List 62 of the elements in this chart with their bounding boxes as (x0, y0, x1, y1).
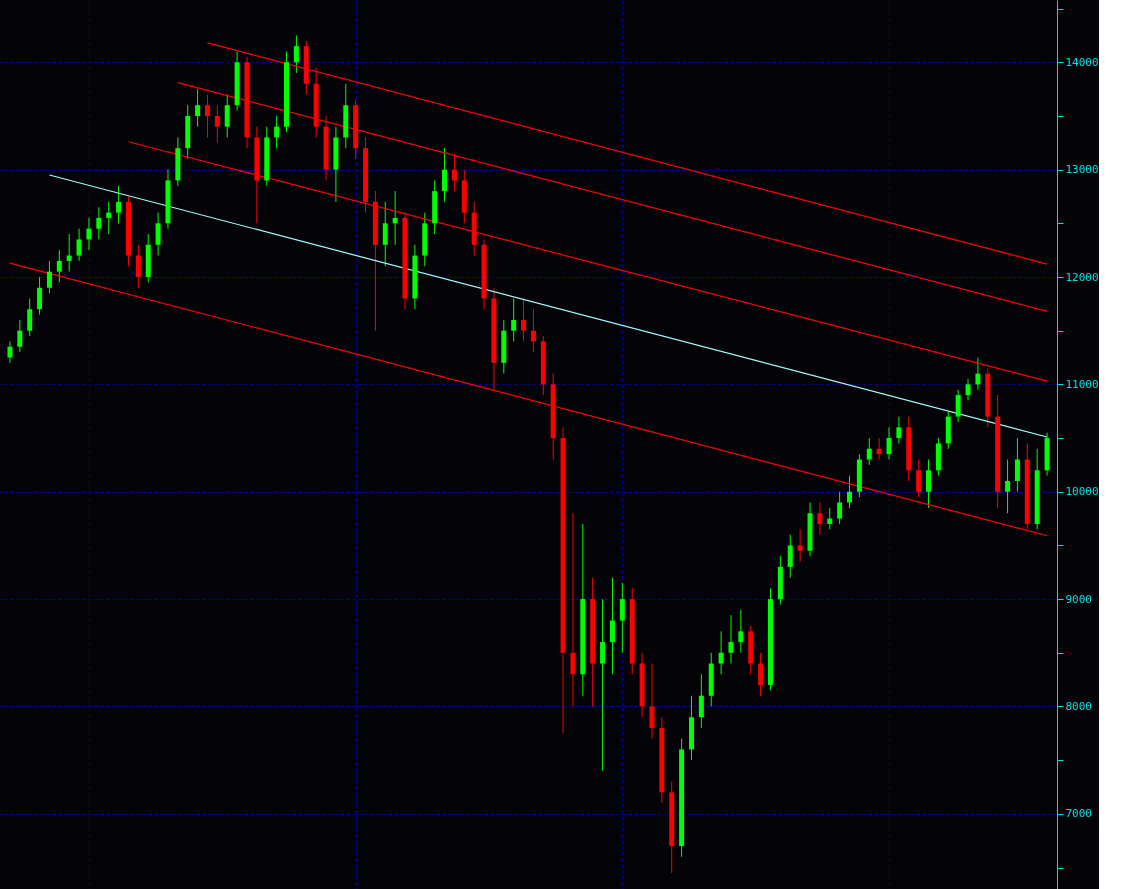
candlestick (37, 276, 43, 316)
candlestick (876, 437, 882, 461)
candlestick (965, 378, 971, 401)
candlestick (155, 212, 161, 257)
candlestick (135, 244, 141, 289)
candlestick (718, 630, 724, 675)
candlestick (728, 614, 734, 665)
candlestick (600, 598, 606, 772)
candlestick (66, 233, 72, 273)
candlestick (758, 652, 764, 697)
candlestick (817, 501, 823, 536)
candlestick (224, 93, 230, 138)
candlestick (17, 319, 23, 353)
candlestick (86, 217, 92, 251)
candlestick (827, 507, 833, 530)
y-tick-label: 14000 (1065, 55, 1099, 69)
candlestick (76, 228, 82, 262)
candlestick (955, 389, 961, 423)
candlestick (619, 582, 625, 654)
candlestick (797, 528, 803, 563)
candlestick (570, 512, 576, 707)
y-tick-label: 12000 (1065, 270, 1099, 284)
y-tick-label: 10000 (1065, 485, 1099, 499)
candlestick (106, 201, 112, 235)
candlestick (195, 88, 201, 128)
candlestick (116, 185, 122, 224)
candlestick (649, 663, 655, 740)
candlestick (1005, 459, 1011, 514)
candlestick (530, 308, 536, 353)
candlestick (7, 340, 13, 364)
candlestick (46, 260, 52, 294)
candlestick (521, 297, 527, 342)
candlestick (787, 534, 793, 579)
candlestick (56, 249, 62, 283)
candlestick (837, 491, 843, 525)
candlestick (886, 426, 892, 461)
y-tick-label: 11000 (1065, 377, 1099, 391)
y-tick-label: 13000 (1065, 163, 1099, 177)
candlestick (975, 357, 981, 391)
candlestick (392, 190, 398, 246)
candlestick (451, 153, 457, 192)
candlestick (442, 147, 448, 203)
y-tick-label: 9000 (1065, 592, 1092, 606)
candlestick (896, 416, 902, 444)
candlestick (847, 475, 853, 509)
candlestick (698, 673, 704, 729)
candlestick (926, 459, 932, 509)
candlestick (738, 609, 744, 654)
candlestick (916, 459, 922, 498)
candlestick (866, 437, 872, 466)
candlestick (204, 93, 210, 138)
candlestick (511, 297, 517, 342)
candlestick (27, 297, 33, 337)
candlestick (214, 104, 220, 144)
candlestick (274, 115, 280, 149)
y-tick-label: 8000 (1065, 699, 1092, 713)
candlestick (1014, 437, 1020, 493)
candlestick (293, 34, 299, 74)
candlestick (382, 201, 388, 267)
y-tick-label: 7000 (1065, 807, 1092, 821)
candlestick (96, 206, 102, 240)
candlestick (609, 577, 615, 675)
